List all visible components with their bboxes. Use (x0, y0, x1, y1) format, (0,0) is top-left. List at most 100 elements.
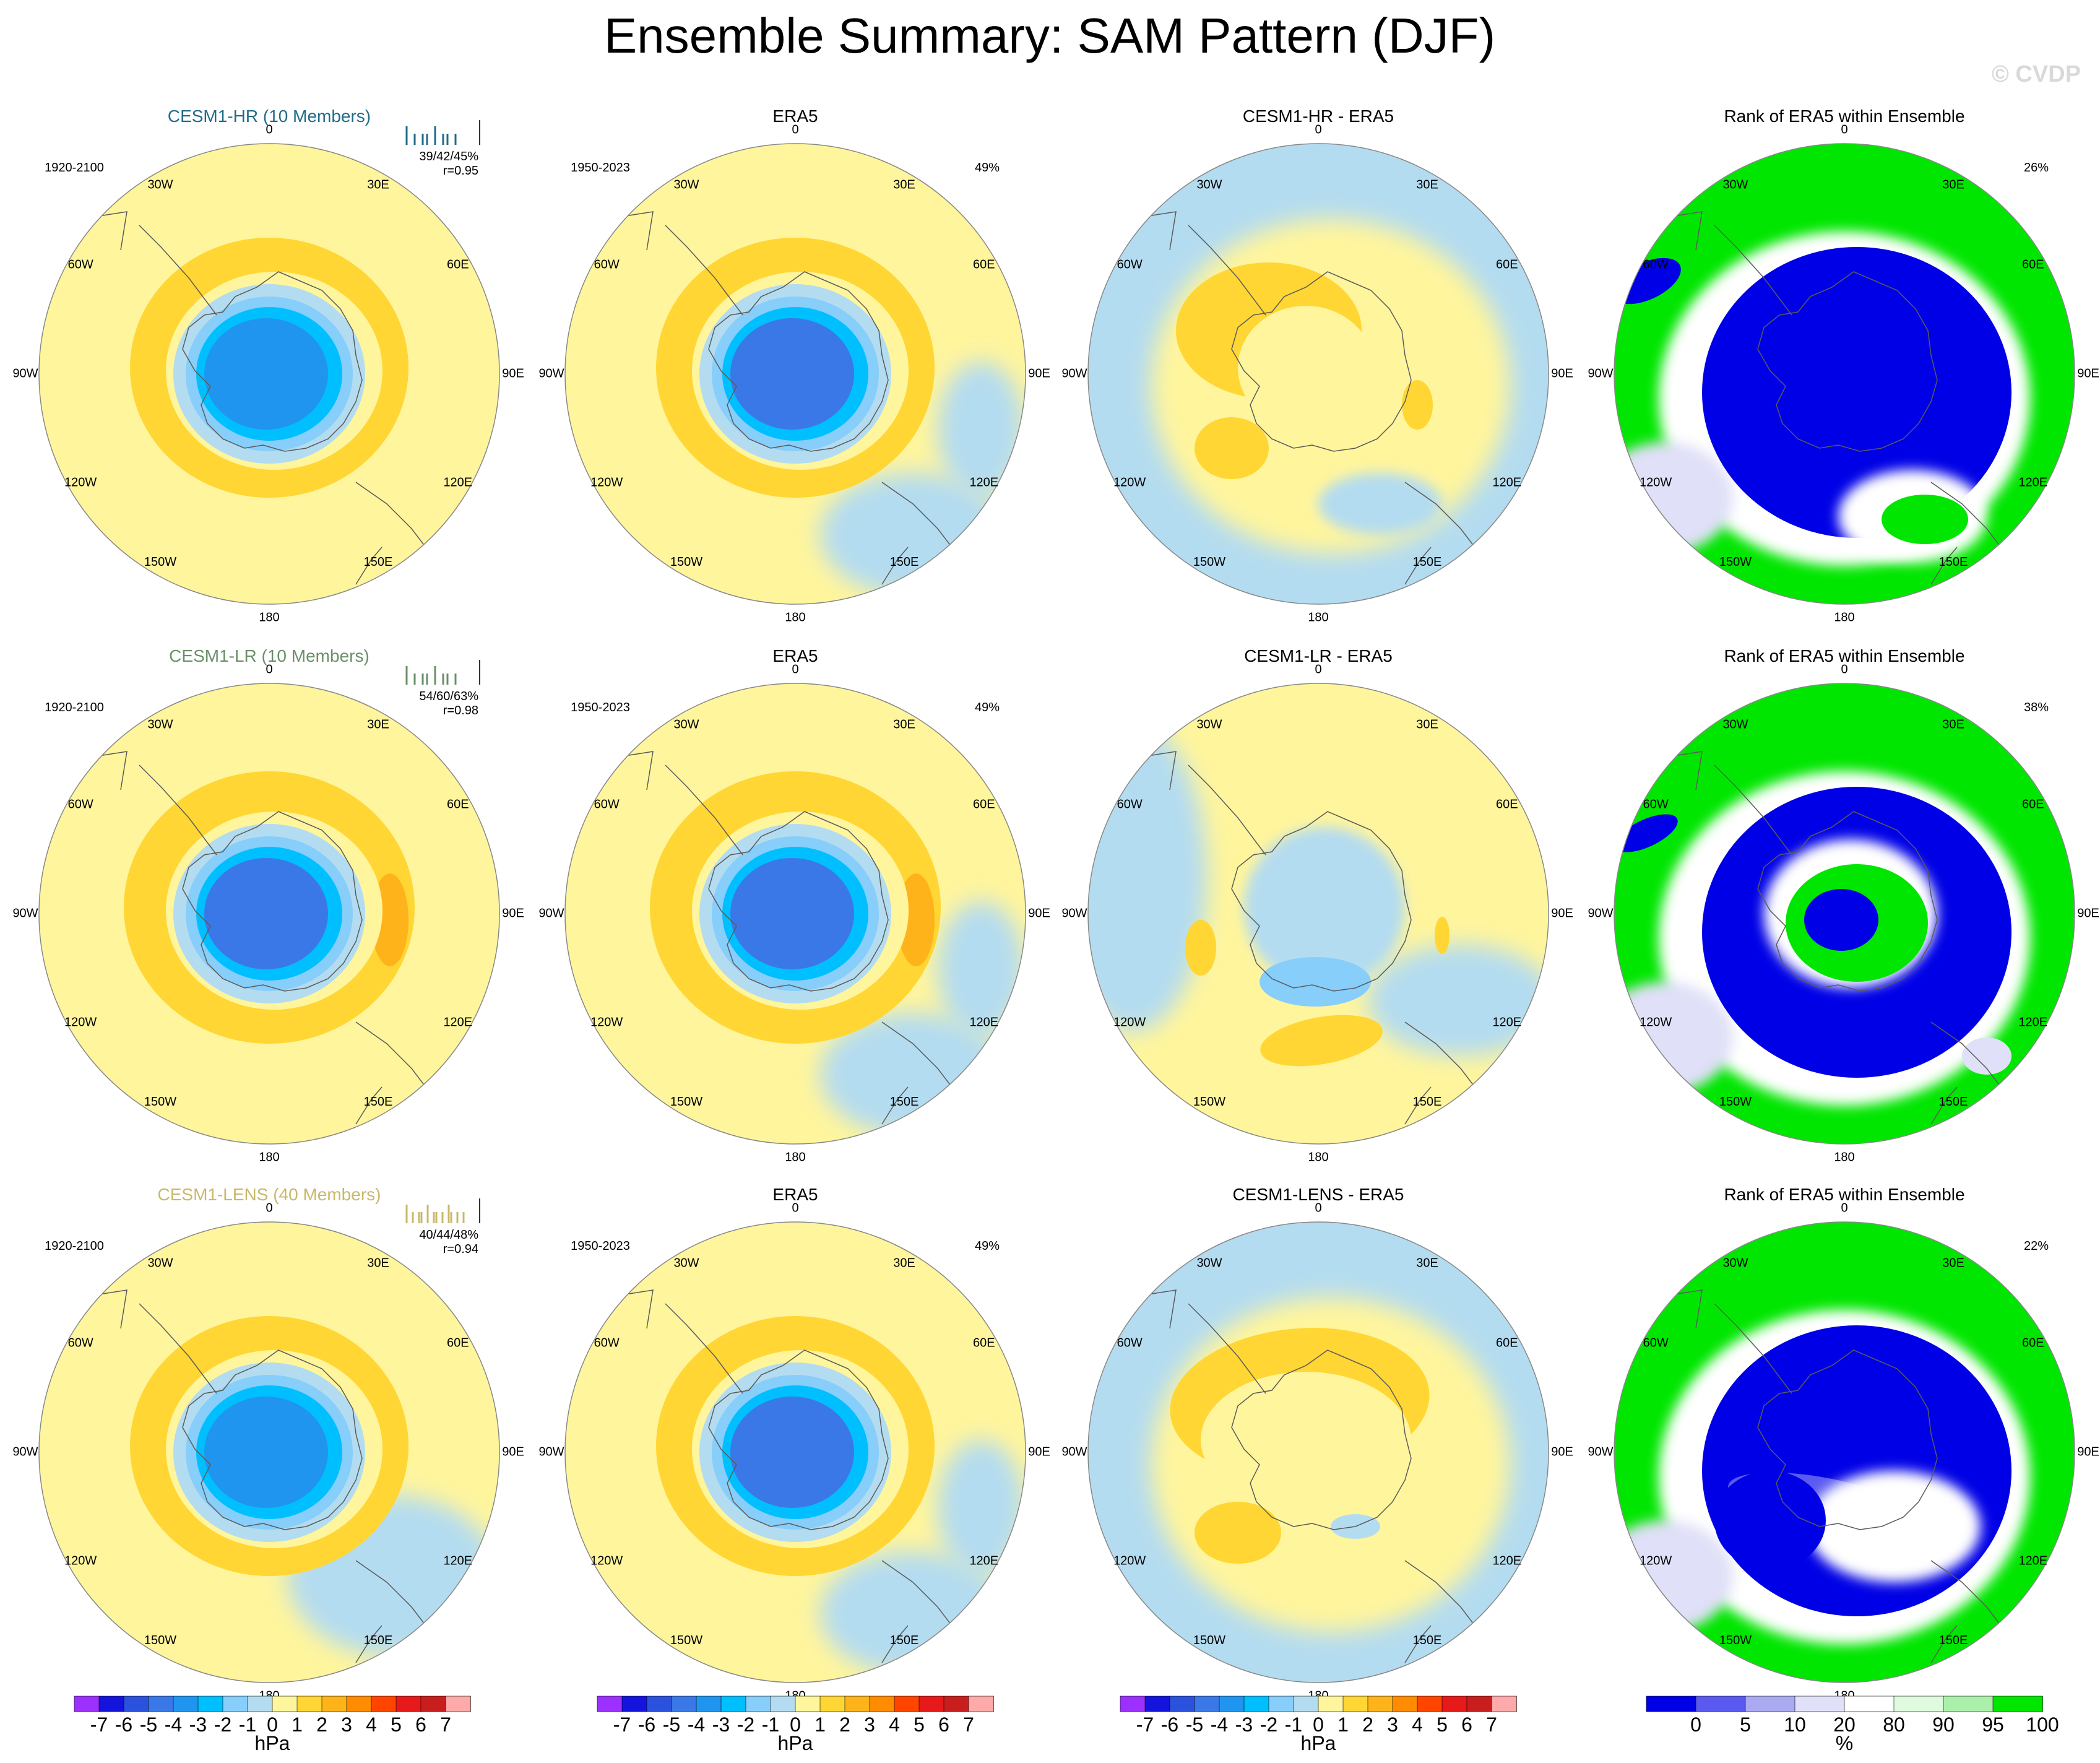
panel-title: ERA5 (772, 106, 818, 126)
colorbar-swatch (98, 1696, 124, 1712)
lon-label: 180 (1834, 1150, 1854, 1164)
map-boundary (1087, 143, 1549, 605)
colorbar-swatch (819, 1696, 845, 1712)
colorbar-swatch (646, 1696, 672, 1712)
colorbar-tick-label: 7 (963, 1713, 974, 1736)
colorbar-swatch (272, 1696, 298, 1712)
period-label: 1950-2023 (571, 161, 630, 175)
coastline-segment (1404, 1625, 1432, 1663)
lon-label: 120E (2018, 1554, 2047, 1567)
lon-label: 150E (1939, 555, 1968, 569)
lon-label: 30E (367, 717, 389, 731)
lon-label: 180 (1308, 610, 1328, 624)
pattern-correlation: r=0.94 (443, 1242, 478, 1256)
lon-label: 60E (447, 1336, 469, 1349)
lon-label: 30W (1722, 1256, 1748, 1270)
colorbar-swatch (148, 1696, 174, 1712)
lon-label: 150W (670, 1095, 702, 1109)
colorbar-swatch (1794, 1696, 1845, 1712)
map-field (39, 683, 499, 1144)
map-boundary (564, 683, 1026, 1145)
lon-label: 120E (969, 1015, 998, 1029)
colorbar-swatch (844, 1696, 870, 1712)
colorbar-tick-label: -1 (1285, 1713, 1302, 1736)
panel-3-rank: 030E60E90E120E150E180150W120W90W60W30WRa… (1588, 1185, 2099, 1702)
colorbar-tick-label: -6 (115, 1713, 132, 1736)
colorbar-tick-label: 3 (864, 1713, 875, 1736)
colorbar-tick-label: 0 (790, 1713, 801, 1736)
colorbar-tick-label: 100 (2026, 1713, 2059, 1736)
lon-label: 60E (1496, 1336, 1518, 1349)
map-boundary (564, 1221, 1026, 1683)
map-field (565, 1222, 1026, 1683)
lon-label: 30W (147, 717, 173, 731)
map-field (1614, 144, 2075, 604)
colorbar-tick-label: 0 (1313, 1713, 1324, 1736)
colorbar-tick-label: -1 (239, 1713, 256, 1736)
panel-1-rank: 0 30E 60E 90E 120E 150E 180 150W 120W 90W 60W 30W Ra… (1588, 106, 2099, 624)
coastline-segment (1404, 1086, 1432, 1125)
colorbar-swatch (197, 1696, 223, 1712)
slp-contour-minus-4 (730, 318, 854, 430)
slp-contour-minus-4 (204, 318, 328, 430)
colorbar-tick-label: -4 (165, 1713, 182, 1736)
colorbar-swatch (296, 1696, 322, 1712)
rank-area-pct: 22% (2024, 1239, 2049, 1253)
colorbar-swatch (968, 1696, 994, 1712)
lon-label: 60E (2022, 1336, 2044, 1349)
period-label: 1950-2023 (571, 1239, 630, 1253)
colorbar-tick-label: -3 (189, 1713, 207, 1736)
colorbar-swatch (1392, 1696, 1418, 1712)
colorbar-swatch (720, 1696, 746, 1712)
pct-variance-stats: 39/42/45% (419, 150, 478, 163)
coastline-segment (665, 765, 743, 856)
lon-label: 0 (792, 123, 798, 136)
colorbar-swatch (1318, 1696, 1344, 1712)
panel-3-model: 030E60E90E120E150E180150W120W90W60W30WCE… (12, 1185, 524, 1702)
map-boundary (564, 143, 1026, 605)
lon-label: 60E (973, 258, 995, 271)
lon-label: 0 (792, 662, 798, 676)
lon-label: 150E (890, 555, 919, 569)
coastline-segment (708, 271, 889, 452)
colorbar-swatch (621, 1696, 647, 1712)
coastline-segment (139, 225, 217, 316)
lon-label: 120E (1492, 1554, 1521, 1567)
member-spread-ticks (405, 120, 480, 145)
map-boundary (1614, 143, 2075, 605)
panel-2-model: 0 30E 60E 90E 120E 150E 180 150W 120W 90W 60W 30W CE… (12, 646, 524, 1164)
colorbar-tick-label: 0 (267, 1713, 278, 1736)
lon-label: 60E (973, 797, 995, 811)
panel-title: ERA5 (772, 646, 818, 665)
colorbar-tick-label: -4 (688, 1713, 705, 1736)
colorbar-swatch (1169, 1696, 1195, 1712)
lon-label: 90E (1551, 1445, 1573, 1458)
lon-label: 180 (259, 1150, 279, 1164)
colorbar-swatch (321, 1696, 347, 1712)
lon-label: 150E (1939, 1634, 1968, 1647)
map-field (565, 144, 1026, 604)
colorbar-swatch (1367, 1696, 1393, 1712)
lon-label: 90E (502, 1445, 524, 1458)
map-field (39, 1222, 499, 1683)
lon-label: 90W (12, 366, 38, 380)
lon-label: 120E (2018, 475, 2047, 489)
colorbar-swatch (1491, 1696, 1517, 1712)
map-field (1088, 144, 1549, 604)
colorbar-swatch (1120, 1696, 1146, 1712)
lon-label: 30E (893, 1256, 915, 1270)
colorbar-tick-label: 0 (1690, 1713, 1701, 1736)
colorbar-unit: hPa (255, 1732, 290, 1754)
lon-label: 120E (443, 1015, 472, 1029)
colorbar-tick-label: 1 (1337, 1713, 1349, 1736)
colorbar-tick-label: 5 (914, 1713, 925, 1736)
lon-label: 0 (266, 1201, 272, 1215)
slp-negative-region-east (938, 362, 1024, 498)
colorbar-tick-label: 3 (341, 1713, 352, 1736)
rank-area-pct: 26% (2024, 161, 2049, 175)
coastline-segment (1757, 811, 1938, 992)
map-field (565, 683, 1026, 1144)
coastline-segment (182, 271, 363, 452)
lon-label: 60W (68, 1336, 93, 1349)
colorbar-swatch (1646, 1696, 1696, 1712)
